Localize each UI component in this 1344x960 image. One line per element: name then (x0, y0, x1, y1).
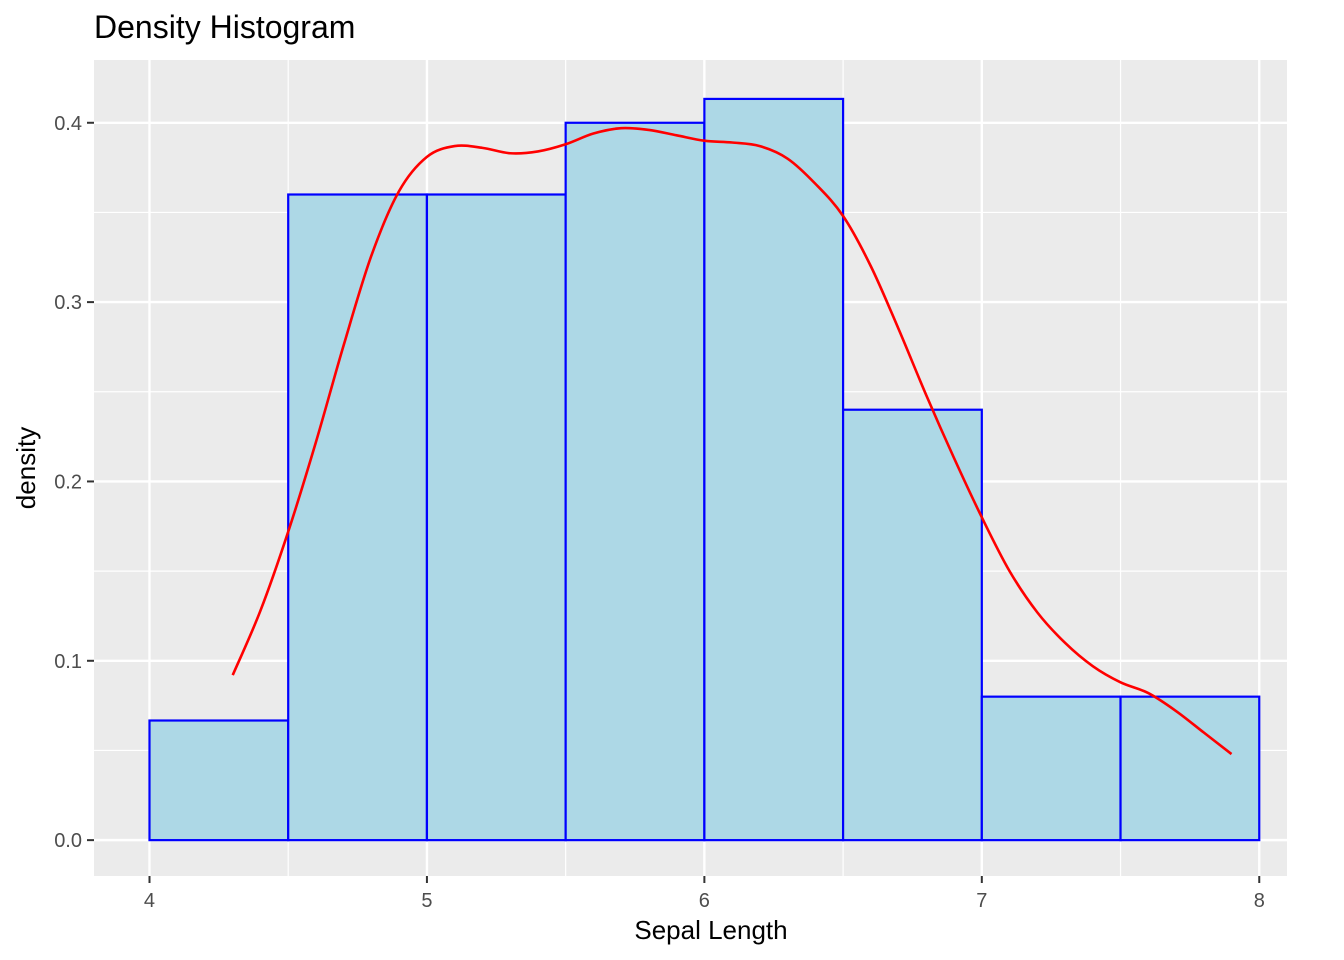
x-tick-label: 6 (699, 890, 710, 912)
y-tick-label: 0.1 (54, 651, 82, 673)
x-axis: 4 5 6 7 8 (144, 876, 1265, 912)
y-tick-label: 0.4 (54, 113, 82, 135)
histogram-bar (425, 193, 567, 842)
density-curve-line (231, 126, 1233, 756)
x-axis-title: Sepal Length (634, 915, 787, 945)
y-tick-label: 0.0 (54, 830, 82, 852)
x-tick-label: 8 (1254, 890, 1265, 912)
histogram-bar (1119, 695, 1261, 842)
y-axis: 0.0 0.1 0.2 0.3 0.4 (54, 113, 94, 852)
histogram-bar (564, 121, 706, 842)
histogram-bar (287, 193, 429, 842)
histogram-bars (148, 97, 1261, 842)
y-axis-title: density (11, 427, 41, 509)
chart-title: Density Histogram (94, 9, 355, 45)
y-tick-label: 0.3 (54, 292, 82, 314)
histogram-bar (980, 695, 1122, 842)
histogram-bar (841, 408, 983, 842)
histogram-bar (148, 719, 290, 842)
x-tick-label: 5 (421, 890, 432, 912)
histogram-bar (703, 97, 845, 842)
x-tick-label: 4 (144, 890, 155, 912)
y-tick-label: 0.2 (54, 471, 82, 493)
x-tick-label: 7 (976, 890, 987, 912)
